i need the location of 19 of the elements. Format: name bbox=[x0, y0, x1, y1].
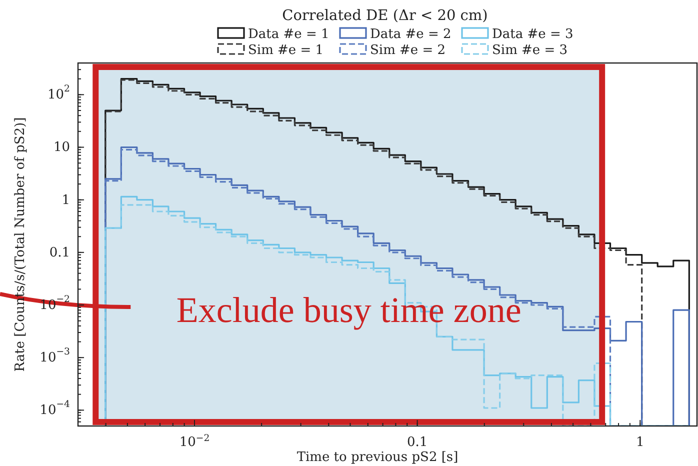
x-tick-label: 1 bbox=[636, 435, 644, 450]
legend-label: Data #e = 1 bbox=[248, 27, 330, 42]
y-tick-label: 10$^{−4}$ bbox=[40, 399, 70, 418]
y-tick-label: 10$^{−3}$ bbox=[40, 346, 70, 366]
y-tick-label: 0.1 bbox=[49, 244, 70, 260]
chart-title: Correlated DE (Δr < 20 cm) bbox=[282, 8, 488, 24]
y-axis-title: Rate [Counts/s/(Total Number of pS2)] bbox=[13, 117, 28, 372]
x-tick-label: 10$^{−2}$ bbox=[179, 432, 210, 450]
y-tick-label: 10 bbox=[53, 140, 70, 155]
legend-label: Sim #e = 1 bbox=[248, 43, 324, 58]
legend-label: Data #e = 2 bbox=[370, 27, 452, 42]
band-label: Exclude busy time zone bbox=[176, 290, 522, 330]
y-tick-label: 1 bbox=[62, 192, 70, 208]
legend-label: Sim #e = 2 bbox=[370, 43, 446, 58]
x-axis-title: Time to previous pS2 [s] bbox=[296, 450, 458, 465]
x-tick-label: 0.1 bbox=[406, 435, 428, 450]
legend-label: Sim #e = 3 bbox=[492, 43, 568, 58]
y-tick-label: 10$^{2}$ bbox=[48, 84, 70, 102]
legend-label: Data #e = 3 bbox=[492, 27, 574, 42]
